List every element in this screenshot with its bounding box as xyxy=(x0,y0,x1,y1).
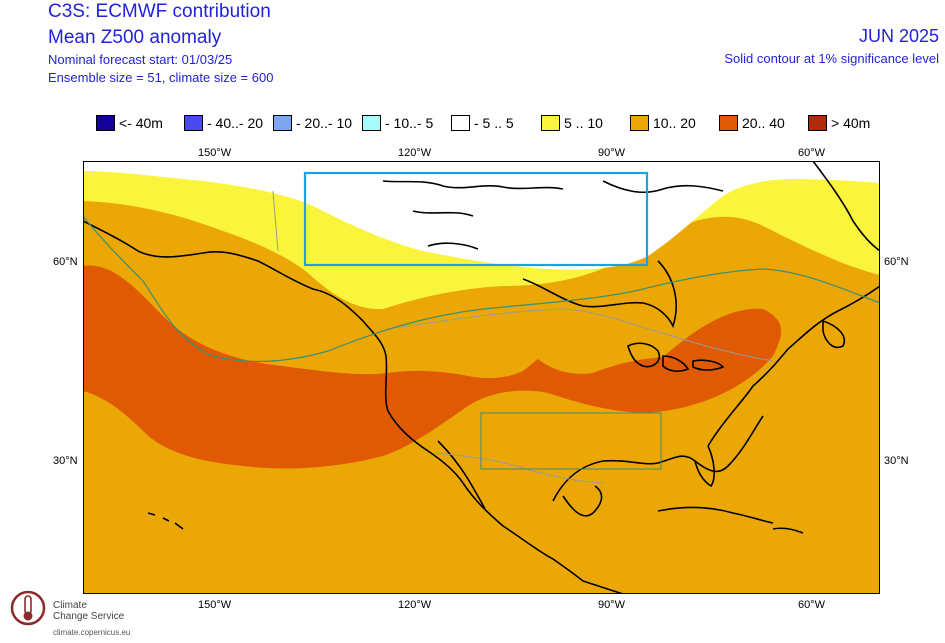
legend-item: - 40..- 20 xyxy=(184,114,263,132)
title-line-2: Mean Z500 anomaly xyxy=(48,27,222,48)
political-borders xyxy=(272,190,774,484)
legend-swatch xyxy=(808,115,827,131)
lon-label-bottom: 60°W xyxy=(798,599,826,611)
legend-item: 20.. 40 xyxy=(719,114,785,132)
legend-label: - 10..- 5 xyxy=(385,115,434,131)
legend-item: - 10..- 5 xyxy=(362,114,433,132)
lon-label-bottom: 120°W xyxy=(398,599,432,611)
anomaly-map xyxy=(83,161,880,594)
legend-item: > 40m xyxy=(808,114,870,132)
ensemble-info: Ensemble size = 51, climate size = 600 xyxy=(48,70,274,85)
lon-label-bottom: 90°W xyxy=(598,599,626,611)
legend-label: 20.. 40 xyxy=(742,115,785,131)
legend-swatch xyxy=(541,115,560,131)
lat-label-right: 60°N xyxy=(884,256,909,268)
legend-swatch xyxy=(630,115,649,131)
lon-label-top: 150°W xyxy=(198,147,232,159)
highlight-box-south xyxy=(480,412,662,470)
legend-item: - 20..- 10 xyxy=(273,114,352,132)
lon-label-top: 90°W xyxy=(598,147,626,159)
lat-label-left: 30°N xyxy=(53,455,78,467)
legend-swatch xyxy=(273,115,292,131)
forecast-start: Nominal forecast start: 01/03/25 xyxy=(48,52,233,67)
legend-swatch xyxy=(451,115,470,131)
anomaly-field-neutral xyxy=(83,161,880,270)
org-name: Climate Change Service xyxy=(53,600,124,622)
legend-label: - 5 .. 5 xyxy=(474,115,514,131)
legend-swatch xyxy=(96,115,115,131)
legend-item: <- 40m xyxy=(96,114,163,132)
title-line-1: C3S: ECMWF contribution xyxy=(48,1,271,22)
legend-label: 10.. 20 xyxy=(653,115,696,131)
legend-label: <- 40m xyxy=(119,115,163,131)
org-name-line-2: Change Service xyxy=(53,611,125,622)
lat-label-right: 30°N xyxy=(884,455,909,467)
legend-item: - 5 .. 5 xyxy=(451,114,514,132)
legend-label: - 20..- 10 xyxy=(296,115,353,131)
legend-label: 5 .. 10 xyxy=(564,115,603,131)
legend-label: - 40..- 20 xyxy=(207,115,264,131)
highlight-box-north xyxy=(303,171,649,267)
map-frame xyxy=(83,161,880,594)
legend-swatch xyxy=(184,115,203,131)
significance-note: Solid contour at 1% significance level xyxy=(724,51,939,66)
lon-label-top: 60°W xyxy=(798,147,826,159)
legend-label: > 40m xyxy=(831,115,871,131)
anomaly-field-20-40-west xyxy=(83,265,782,469)
legend-swatch xyxy=(362,115,381,131)
legend-item: 5 .. 10 xyxy=(541,114,603,132)
significance-contour xyxy=(83,215,880,363)
legend-swatch xyxy=(719,115,738,131)
org-url: climate.copernicus.eu xyxy=(53,628,131,637)
valid-month: JUN 2025 xyxy=(858,26,939,46)
legend-item: 10.. 20 xyxy=(630,114,696,132)
lon-label-top: 120°W xyxy=(398,147,432,159)
copernicus-logo-icon xyxy=(10,590,46,626)
org-name-line-1: Climate xyxy=(53,600,87,611)
lat-label-left: 60°N xyxy=(53,256,78,268)
lon-label-bottom: 150°W xyxy=(198,599,232,611)
coastlines xyxy=(83,161,880,594)
